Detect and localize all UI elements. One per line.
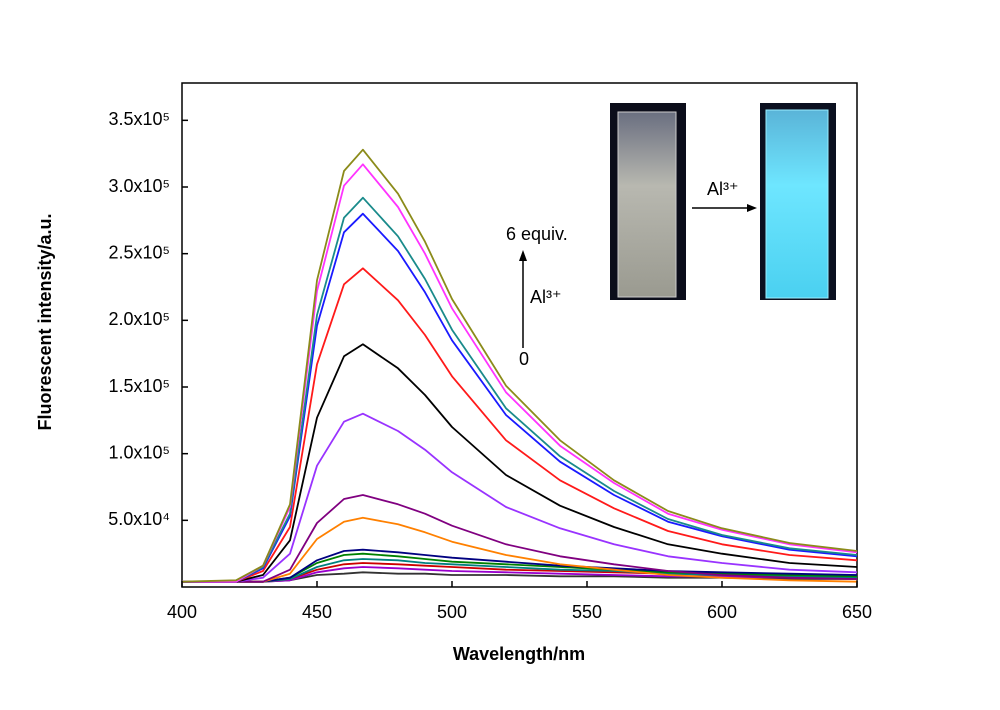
series-line [182,212,858,583]
lines [181,148,858,583]
x-axis-title: Wavelength/nm [453,644,585,664]
y-tick-label: 5.0x10⁴ [108,509,170,529]
series-line [181,148,858,583]
cuvette-before [617,111,677,298]
annotation: Al³⁺ [530,287,562,307]
series-line [182,494,858,583]
x-tick-label: 650 [842,602,872,622]
annotation: Al³⁺ [707,179,739,199]
y-tick-label: 2.5x10⁵ [108,242,170,262]
series-line [182,267,858,583]
series-line [182,343,858,583]
y-tick-label: 1.5x10⁵ [108,376,170,396]
x-tick-label: 400 [167,602,197,622]
x-tick-label: 500 [437,602,467,622]
x-tick-label: 550 [572,602,602,622]
series-line [182,516,858,583]
cuvette-after [765,109,829,299]
series-line [182,196,858,583]
y-tick-label: 1.0x10⁵ [108,442,170,462]
y-tick-label: 3.5x10⁵ [108,109,170,129]
y-axis-title: Fluorescent intensity/a.u. [35,213,55,430]
plot-frame [181,82,858,588]
annotation: 0 [519,349,529,369]
x-tick-label: 450 [302,602,332,622]
series-line [182,412,858,583]
arrow-head [747,204,757,212]
x-tick-label: 600 [707,602,737,622]
annotation: 6 equiv. [506,224,568,244]
y-tick-label: 3.0x10⁵ [108,176,170,196]
arrow-head [519,250,527,261]
y-tick-label: 2.0x10⁵ [108,309,170,329]
